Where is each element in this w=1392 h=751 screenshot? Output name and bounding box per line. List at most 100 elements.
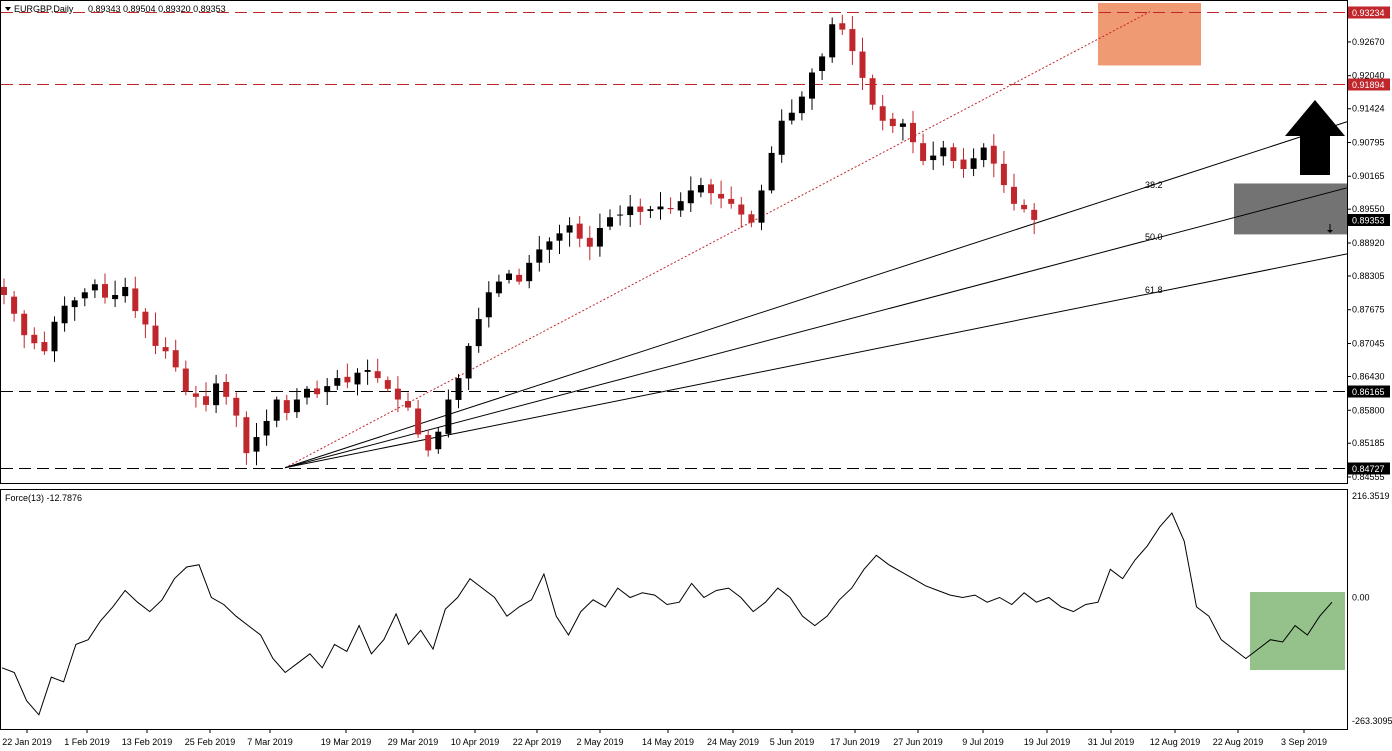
price-tick-label: 0.92040 <box>1352 71 1385 81</box>
candle-body <box>546 241 553 250</box>
date-tick-label: 13 Feb 2019 <box>122 737 173 747</box>
candle-body <box>677 201 684 211</box>
candle-body <box>728 198 735 204</box>
candle-body <box>142 311 149 325</box>
candle-body <box>990 145 997 164</box>
candle-body <box>627 206 634 216</box>
price-tick-label: 0.88920 <box>1352 238 1385 248</box>
support-zone <box>1234 183 1347 235</box>
date-tick-label: 24 May 2019 <box>707 737 759 747</box>
price-tick-label: 0.87045 <box>1352 339 1385 349</box>
candle-body <box>384 380 391 389</box>
candle-body <box>657 206 664 210</box>
candle-body <box>708 184 714 194</box>
candle-body <box>798 96 805 114</box>
candle-body <box>506 273 512 280</box>
date-tick-label: 17 Jun 2019 <box>830 737 880 747</box>
price-tick-label: 0.84555 <box>1352 472 1385 482</box>
indicator-axis: 216.3519 0.00 -263.3095 <box>1352 491 1392 726</box>
candle-body <box>415 408 422 435</box>
candle-body <box>344 376 351 383</box>
date-tick-label: 9 Jul 2019 <box>962 737 1004 747</box>
level-tag-text-3: 0.84727 <box>1352 464 1385 474</box>
candle-body <box>112 294 119 300</box>
candle-body <box>819 56 826 71</box>
indicator-tick-label: 216.3519 <box>1352 491 1390 501</box>
price-tick-label: 0.87675 <box>1352 305 1385 315</box>
candle-body <box>394 388 401 400</box>
candle-body <box>293 399 300 413</box>
candle-body <box>223 381 230 397</box>
candle-body <box>1000 163 1007 186</box>
candle-body <box>354 372 361 385</box>
date-tick-label: 19 Jul 2019 <box>1024 737 1071 747</box>
indicator-tick-label: -263.3095 <box>1352 716 1392 726</box>
candle-body <box>910 122 916 143</box>
level-tag-text-2: 0.86165 <box>1352 387 1385 397</box>
candle-body <box>839 23 846 30</box>
candle-body <box>21 313 28 336</box>
candle-body <box>596 227 603 247</box>
candle-body <box>192 393 199 397</box>
candle-body <box>233 397 240 416</box>
candle-body <box>758 190 765 223</box>
date-tick-label: 7 Mar 2019 <box>247 737 293 747</box>
fan-trend-line <box>284 11 1151 469</box>
candle-body <box>1011 186 1017 204</box>
fan-label-1: 50.0 <box>1145 232 1163 242</box>
candle-body <box>182 368 189 392</box>
candle-body <box>132 288 139 312</box>
date-axis: 22 Jan 2019 1 Feb 2019 13 Feb 2019 25 Feb 2… <box>2 729 1327 747</box>
candle-body <box>253 437 260 452</box>
price-tick-label: 0.91424 <box>1352 104 1385 114</box>
candle-body <box>697 185 704 193</box>
candle-body <box>11 296 18 314</box>
candle-body <box>556 233 563 241</box>
candle-body <box>849 29 856 52</box>
date-tick-label: 31 Jul 2019 <box>1088 737 1135 747</box>
candle-body <box>526 262 533 282</box>
candle-body <box>71 300 78 308</box>
candle-body <box>324 386 331 393</box>
candle-body <box>607 217 613 227</box>
date-tick-label: 22 Jan 2019 <box>2 737 52 747</box>
candle-body <box>283 400 290 413</box>
date-tick-label: 3 Sep 2019 <box>1281 737 1327 747</box>
dropdown-triangle-icon[interactable] <box>5 7 11 11</box>
price-tick-label: 0.90795 <box>1352 137 1385 147</box>
resistance-zone <box>1098 3 1201 66</box>
candle-body <box>334 378 341 386</box>
date-tick-label: 25 Feb 2019 <box>185 737 236 747</box>
date-tick-label: 22 Apr 2019 <box>513 737 562 747</box>
candle-body <box>859 51 866 78</box>
date-tick-label: 1 Feb 2019 <box>64 737 110 747</box>
candle-body <box>91 284 98 291</box>
candle-body <box>425 434 432 451</box>
price-axis: 0.92670 0.92040 0.91424 0.90795 0.90165 0.895… <box>1347 37 1385 482</box>
candle-body <box>152 325 159 346</box>
candle-body <box>364 370 371 372</box>
indicator-label: Force(13) -12.7876 <box>5 493 82 503</box>
candle-body <box>899 123 906 127</box>
date-tick-label: 22 Aug 2019 <box>1213 737 1264 747</box>
candle-body <box>435 431 442 450</box>
candle-body <box>586 237 593 247</box>
date-tick-label: 12 Aug 2019 <box>1150 737 1201 747</box>
level-tag-0 <box>1348 6 1390 19</box>
candle-body <box>647 209 654 211</box>
small-down-arrow-head <box>1327 230 1333 233</box>
candle-body <box>485 292 492 318</box>
candle-body <box>576 223 583 239</box>
level-tag-2 <box>1348 385 1390 398</box>
up-arrow-icon <box>1285 100 1345 175</box>
candle-body <box>102 284 108 298</box>
candle-body <box>273 399 280 421</box>
candle-body <box>536 249 543 263</box>
candle-body <box>374 371 381 379</box>
candle-body <box>162 347 169 352</box>
date-tick-label: 2 May 2019 <box>576 737 623 747</box>
candle-body <box>748 214 755 223</box>
price-tick-label: 0.85185 <box>1352 438 1385 448</box>
candle-body <box>869 78 876 105</box>
